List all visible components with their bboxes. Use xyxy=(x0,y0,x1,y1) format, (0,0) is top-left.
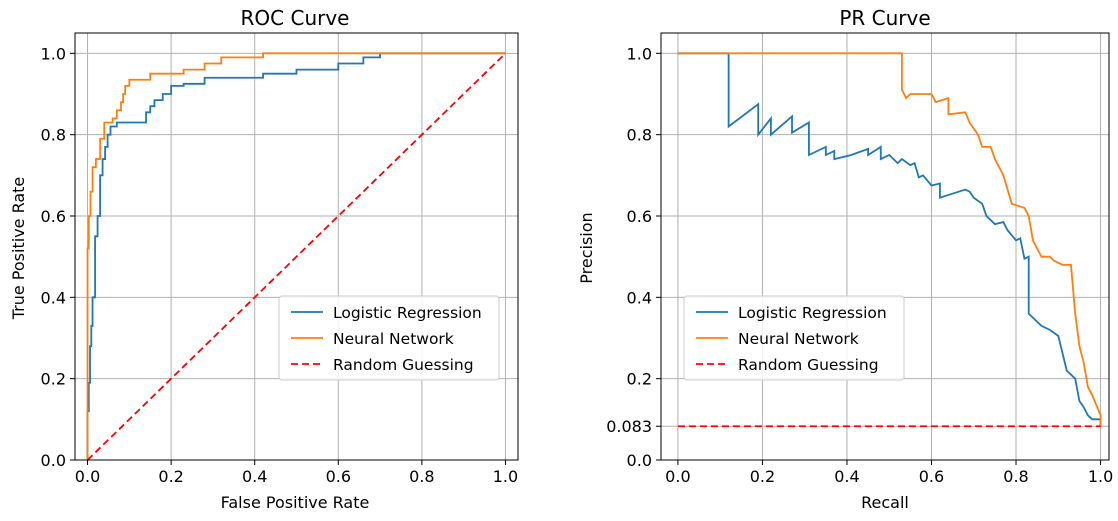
roc-y-tick-label: 0.4 xyxy=(41,288,66,307)
roc-legend-box xyxy=(278,295,500,381)
roc-x-tick-label: 0.2 xyxy=(158,467,183,486)
roc-y-tick-label: 0.2 xyxy=(41,370,66,389)
pr-x-tick-label: 1.0 xyxy=(1088,467,1113,486)
roc-y-axis-label: True Positive Rate xyxy=(9,177,28,321)
pr-legend-label: Logistic Regression xyxy=(738,304,887,322)
pr-legend-box xyxy=(683,295,905,381)
roc-x-tick-label: 0.8 xyxy=(409,467,434,486)
roc-series-logistic-regression xyxy=(86,52,506,460)
roc-ticks: 0.0 0.2 0.4 0.6 0.8 1.0 0.0 0.2 0.4 0.6 0.8 1.0 xyxy=(41,44,519,486)
roc-legend-label: Random Guessing xyxy=(333,356,474,374)
pr-y-tick-label: 0.2 xyxy=(627,370,652,389)
pr-y-tick-label: 0.0 xyxy=(627,451,652,470)
pr-x-tick-label: 0.0 xyxy=(665,467,690,486)
pr-plot-frame xyxy=(660,32,1110,461)
roc-title: ROC Curve xyxy=(241,6,350,30)
roc-y-tick-label: 0.6 xyxy=(41,207,66,226)
roc-x-tick-label: 1.0 xyxy=(493,467,518,486)
roc-plot-frame xyxy=(74,32,519,461)
roc-legend-label: Logistic Regression xyxy=(333,304,482,322)
roc-x-tick-label: 0.0 xyxy=(75,467,100,486)
pr-title: PR Curve xyxy=(839,6,930,30)
pr-ticks: 0.0 0.2 0.4 0.6 0.8 1.0 0.0 0.083 0.2 0.4 0.6 0.8 1.… xyxy=(606,44,1113,486)
roc-x-tick-label: 0.6 xyxy=(326,467,351,486)
roc-x-tick-label: 0.4 xyxy=(242,467,267,486)
roc-legend: Logistic Regression Neural Network Random … xyxy=(278,295,500,381)
pr-series-logistic-regression xyxy=(677,52,1102,427)
pr-series-neural-network xyxy=(677,52,1102,427)
roc-y-tick-label: 1.0 xyxy=(41,44,66,63)
pr-y-tick-label: 0.8 xyxy=(627,126,652,145)
pr-y-tick-label: 0.4 xyxy=(627,288,652,307)
roc-y-tick-label: 0.0 xyxy=(41,451,66,470)
roc-series-neural-network xyxy=(86,52,506,460)
roc-legend-label: Neural Network xyxy=(333,330,454,348)
pr-legend-label: Neural Network xyxy=(738,330,859,348)
pr-y-tick-label: 1.0 xyxy=(627,44,652,63)
pr-y-tick-label: 0.6 xyxy=(627,207,652,226)
roc-series-random-guessing xyxy=(86,52,507,461)
pr-legend: Logistic Regression Neural Network Random … xyxy=(683,295,905,381)
roc-y-tick-label: 0.8 xyxy=(41,126,66,145)
pr-x-tick-label: 0.4 xyxy=(834,467,859,486)
pr-chart: PR Curve Recall Precision 0.0 0.2 0.4 0.6 0.… xyxy=(577,6,1113,512)
pr-y-tick-label: 0.083 xyxy=(606,417,652,436)
pr-series xyxy=(677,52,1102,428)
roc-chart: ROC Curve False Positive Rate True Posit… xyxy=(9,6,519,512)
roc-x-axis-label: False Positive Rate xyxy=(221,493,370,512)
pr-x-axis-label: Recall xyxy=(861,493,909,512)
roc-series xyxy=(86,52,507,461)
pr-x-tick-label: 0.8 xyxy=(1003,467,1028,486)
pr-x-tick-label: 0.6 xyxy=(919,467,944,486)
pr-y-axis-label: Precision xyxy=(577,212,596,283)
pr-legend-label: Random Guessing xyxy=(738,356,879,374)
pr-x-tick-label: 0.2 xyxy=(750,467,775,486)
